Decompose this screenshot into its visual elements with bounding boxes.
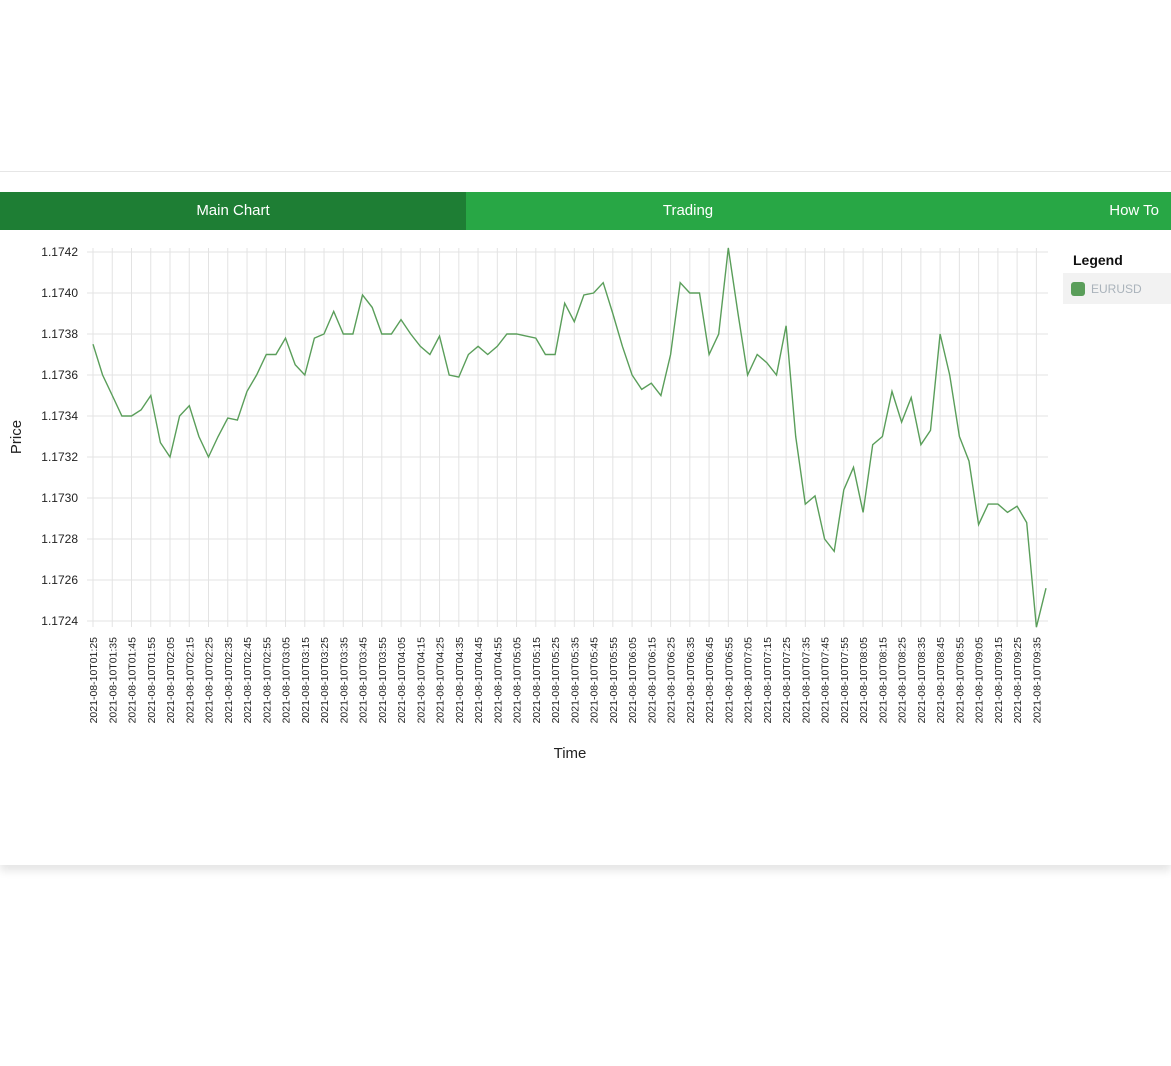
x-tick-label: 2021-08-10T04:55: [492, 637, 504, 724]
x-tick-label: 2021-08-10T06:45: [704, 637, 716, 724]
x-tick-label: 2021-08-10T06:05: [627, 637, 639, 724]
x-tick-label: 2021-08-10T03:05: [281, 637, 293, 724]
legend-label: EURUSD: [1091, 281, 1142, 296]
y-tick-label: 1.1738: [41, 327, 78, 341]
x-tick-label: 2021-08-10T03:35: [338, 637, 350, 724]
x-tick-label: 2021-08-10T06:35: [685, 637, 697, 724]
series-line-eurusd: [92, 247, 1047, 628]
x-tick-label: 2021-08-10T07:45: [820, 637, 832, 724]
x-tick-label: 2021-08-10T09:15: [993, 637, 1005, 724]
x-tick-label: 2021-08-10T04:45: [473, 637, 485, 724]
x-tick-label: 2021-08-10T05:35: [569, 637, 581, 724]
x-tick-label: 2021-08-10T08:05: [858, 637, 870, 724]
x-tick-label: 2021-08-10T05:05: [512, 637, 524, 724]
x-tick-label: 2021-08-10T03:15: [300, 637, 312, 724]
y-tick-label: 1.1736: [41, 368, 78, 382]
x-tick-label: 2021-08-10T02:25: [204, 637, 216, 724]
x-tick-label: 2021-08-10T01:45: [127, 637, 139, 724]
x-tick-label: 2021-08-10T02:55: [261, 637, 273, 724]
y-tick-label: 1.1740: [41, 286, 78, 300]
x-axis-label: Time: [554, 745, 587, 762]
x-tick-label: 2021-08-10T08:35: [916, 637, 928, 724]
y-tick-label: 1.1730: [41, 491, 78, 505]
y-tick-label: 1.1732: [41, 450, 78, 464]
x-tick-label: 2021-08-10T09:25: [1012, 637, 1024, 724]
x-axis-ticks: 2021-08-10T01:25 2021-08-10T01:35 2021-08-…: [88, 637, 1043, 724]
y-tick-label: 1.1726: [41, 573, 78, 587]
x-tick-label: 2021-08-10T01:25: [88, 637, 100, 724]
tab-main-chart[interactable]: Main Chart: [0, 192, 466, 230]
x-tick-label: 2021-08-10T05:45: [589, 637, 601, 724]
legend-title: Legend: [1073, 252, 1123, 268]
y-tick-label: 1.1734: [41, 409, 78, 423]
x-tick-label: 2021-08-10T02:35: [223, 637, 235, 724]
y-axis-ticks: 1.1724 1.1726 1.1728 1.1730 1.1732 1.1734 1.17…: [41, 245, 78, 628]
tab-trading[interactable]: Trading: [662, 202, 714, 219]
chart-legend: Legend EURUSD: [1063, 249, 1171, 304]
x-tick-label: 2021-08-10T08:25: [897, 637, 909, 724]
x-tick-label: 2021-08-10T03:55: [377, 637, 389, 724]
x-tick-label: 2021-08-10T03:45: [358, 637, 370, 724]
x-tick-label: 2021-08-10T04:15: [415, 637, 427, 724]
x-tick-label: 2021-08-10T04:05: [396, 637, 408, 724]
x-tick-label: 2021-08-10T06:15: [646, 637, 658, 724]
x-tick-label: 2021-08-10T07:15: [762, 637, 774, 724]
x-tick-label: 2021-08-10T07:25: [781, 637, 793, 724]
x-tick-label: 2021-08-10T04:35: [454, 637, 466, 724]
y-tick-label: 1.1742: [41, 245, 78, 259]
x-tick-label: 2021-08-10T01:55: [146, 637, 158, 724]
x-tick-label: 2021-08-10T07:55: [839, 637, 851, 724]
x-tick-label: 2021-08-10T02:15: [184, 637, 196, 724]
tab-how-to[interactable]: How To: [1109, 202, 1159, 219]
x-tick-label: 2021-08-10T06:55: [723, 637, 735, 724]
tab-bar: Main Chart Trading How To: [0, 192, 1171, 230]
x-tick-label: 2021-08-10T07:35: [800, 637, 812, 724]
x-tick-label: 2021-08-10T06:25: [666, 637, 678, 724]
x-tick-label: 2021-08-10T05:15: [531, 637, 543, 724]
x-tick-label: 2021-08-10T08:15: [877, 637, 889, 724]
line-chart: 1.1724 1.1726 1.1728 1.1730 1.1732 1.1734 1.17…: [8, 245, 1048, 762]
x-tick-label: 2021-08-10T02:45: [242, 637, 254, 724]
x-tick-label: 2021-08-10T09:35: [1031, 637, 1043, 724]
x-tick-label: 2021-08-10T02:05: [165, 637, 177, 724]
legend-swatch: [1071, 281, 1085, 296]
header-divider: [0, 171, 1171, 172]
y-axis-label: Price: [8, 420, 25, 454]
legend-item-eurusd[interactable]: EURUSD: [1063, 273, 1171, 304]
x-tick-label: 2021-08-10T08:55: [954, 637, 966, 724]
x-tick-label: 2021-08-10T03:25: [319, 637, 331, 724]
x-tick-label: 2021-08-10T01:35: [107, 637, 119, 724]
chart-grid: [87, 248, 1048, 627]
y-tick-label: 1.1724: [41, 614, 78, 628]
x-tick-label: 2021-08-10T05:55: [608, 637, 620, 724]
chart-card: Main Chart Trading How To 1.1724 1.1726 1.…: [0, 192, 1171, 865]
x-tick-label: 2021-08-10T09:05: [974, 637, 986, 724]
x-tick-label: 2021-08-10T07:05: [743, 637, 755, 724]
y-tick-label: 1.1728: [41, 532, 78, 546]
x-tick-label: 2021-08-10T05:25: [550, 637, 562, 724]
x-tick-label: 2021-08-10T04:25: [435, 637, 447, 724]
x-tick-label: 2021-08-10T08:45: [935, 637, 947, 724]
